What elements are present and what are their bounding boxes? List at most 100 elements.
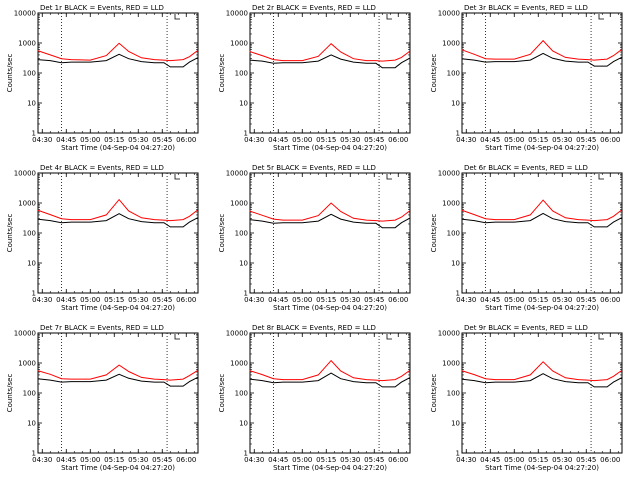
- y-tick-label: 100: [23, 390, 36, 398]
- y-tick-label: 100: [447, 390, 460, 398]
- y-tick-label: 10000: [226, 170, 248, 178]
- y-tick-label: 1: [32, 130, 36, 138]
- x-tick-label: 04:30: [456, 136, 476, 144]
- x-tick-label: 05:30: [552, 296, 572, 304]
- series-line-events: [461, 52, 622, 67]
- y-tick-label: 1000: [442, 40, 460, 48]
- chart-panel: Det 1r BLACK = Events, RED = LLD 1 10 100 10…: [6, 4, 199, 152]
- plot-frame: [37, 332, 199, 454]
- series-line-lld: [461, 39, 622, 61]
- x-axis-label: Start Time (04-Sep-04 04:27:20): [273, 464, 387, 472]
- x-tick-label: 04:45: [480, 136, 500, 144]
- x-tick-label: 05:15: [528, 296, 548, 304]
- y-tick-label: 1: [244, 450, 248, 458]
- y-tick-label: 1: [244, 130, 248, 138]
- x-tick-label: 04:30: [456, 296, 476, 304]
- y-tick-label: 1000: [18, 40, 36, 48]
- corner-mark: [386, 174, 392, 180]
- x-tick-label: 05:45: [364, 136, 384, 144]
- x-tick-label: 05:30: [340, 296, 360, 304]
- y-axis-label: Counts/sec: [430, 54, 438, 93]
- series-line-events: [37, 213, 198, 228]
- x-tick-label: 05:30: [552, 136, 572, 144]
- x-axis-label: Start Time (04-Sep-04 04:27:20): [61, 304, 175, 312]
- y-axis-label: Counts/sec: [430, 374, 438, 413]
- y-tick-label: 10: [27, 420, 36, 428]
- corner-mark: [386, 334, 392, 340]
- x-tick-label: 04:30: [32, 136, 52, 144]
- y-tick-label: 10000: [14, 330, 36, 338]
- y-tick-label: 100: [23, 70, 36, 78]
- x-tick-label: 04:45: [480, 456, 500, 464]
- x-tick-label: 06:00: [388, 136, 408, 144]
- series-line-lld: [37, 42, 198, 62]
- y-tick-label: 10: [27, 260, 36, 268]
- x-tick-label: 04:30: [456, 456, 476, 464]
- x-axis-label: Start Time (04-Sep-04 04:27:20): [61, 144, 175, 152]
- y-axis-label: Counts/sec: [218, 374, 226, 413]
- y-tick-label: 100: [23, 230, 36, 238]
- plot-frame: [249, 172, 411, 294]
- plot-frame: [461, 12, 623, 134]
- x-tick-label: 04:45: [56, 296, 76, 304]
- x-tick-label: 04:45: [56, 136, 76, 144]
- x-tick-label: 05:30: [340, 136, 360, 144]
- x-axis-label: Start Time (04-Sep-04 04:27:20): [485, 144, 599, 152]
- series-line-lld: [249, 202, 410, 222]
- x-tick-label: 05:00: [80, 296, 100, 304]
- x-tick-label: 05:30: [128, 456, 148, 464]
- y-tick-label: 10: [27, 100, 36, 108]
- y-tick-label: 10: [451, 260, 460, 268]
- y-tick-label: 10000: [438, 170, 460, 178]
- chart-title: Det 1r BLACK = Events, RED = LLD: [40, 4, 164, 12]
- x-axis-label: Start Time (04-Sep-04 04:27:20): [485, 304, 599, 312]
- x-tick-label: 04:30: [32, 296, 52, 304]
- series-line-lld: [37, 198, 198, 222]
- chart-title: Det 7r BLACK = Events, RED = LLD: [40, 324, 164, 332]
- y-tick-label: 10000: [226, 330, 248, 338]
- corner-mark: [386, 14, 392, 20]
- x-tick-label: 05:45: [364, 296, 384, 304]
- x-tick-label: 05:45: [576, 296, 596, 304]
- x-tick-label: 05:00: [504, 296, 524, 304]
- series-line-lld: [461, 199, 622, 222]
- y-axis-label: Counts/sec: [218, 214, 226, 253]
- corner-mark: [598, 14, 604, 20]
- series-line-lld: [461, 361, 622, 382]
- series-line-events: [37, 53, 198, 68]
- series-line-lld: [37, 364, 198, 381]
- chart-panel: Det 7r BLACK = Events, RED = LLD 1 10 100 10…: [6, 324, 199, 472]
- x-tick-label: 05:15: [316, 136, 336, 144]
- x-tick-label: 05:00: [292, 296, 312, 304]
- series-line-events: [461, 373, 622, 388]
- y-tick-label: 100: [235, 230, 248, 238]
- x-tick-label: 05:00: [504, 456, 524, 464]
- plot-frame: [37, 172, 199, 294]
- chart-panel: Det 4r BLACK = Events, RED = LLD 1 10 100 10…: [6, 164, 199, 312]
- x-tick-label: 06:00: [600, 136, 620, 144]
- y-tick-label: 10: [239, 260, 248, 268]
- chart-panel: Det 9r BLACK = Events, RED = LLD 1 10 100 10…: [430, 324, 623, 472]
- chart-title: Det 4r BLACK = Events, RED = LLD: [40, 164, 164, 172]
- chart-panel: Det 8r BLACK = Events, RED = LLD 1 10 100 10…: [218, 324, 411, 472]
- chart-title: Det 9r BLACK = Events, RED = LLD: [464, 324, 588, 332]
- chart-panel: Det 3r BLACK = Events, RED = LLD 1 10 100 10…: [430, 4, 623, 152]
- plot-frame: [37, 12, 199, 134]
- y-tick-label: 100: [447, 230, 460, 238]
- y-tick-label: 1000: [230, 360, 248, 368]
- x-tick-label: 05:00: [292, 456, 312, 464]
- plot-frame: [249, 12, 411, 134]
- x-axis-label: Start Time (04-Sep-04 04:27:20): [273, 144, 387, 152]
- x-axis-label: Start Time (04-Sep-04 04:27:20): [61, 464, 175, 472]
- x-tick-label: 05:00: [80, 456, 100, 464]
- x-tick-label: 06:00: [388, 296, 408, 304]
- chart-panel: Det 2r BLACK = Events, RED = LLD 1 10 100 10…: [218, 4, 411, 152]
- series-line-events: [249, 372, 410, 388]
- x-tick-label: 05:00: [292, 136, 312, 144]
- plot-frame: [461, 332, 623, 454]
- chart-panel: Det 6r BLACK = Events, RED = LLD 1 10 100 10…: [430, 164, 623, 312]
- x-tick-label: 04:45: [268, 456, 288, 464]
- series-line-events: [249, 213, 410, 229]
- y-tick-label: 100: [235, 390, 248, 398]
